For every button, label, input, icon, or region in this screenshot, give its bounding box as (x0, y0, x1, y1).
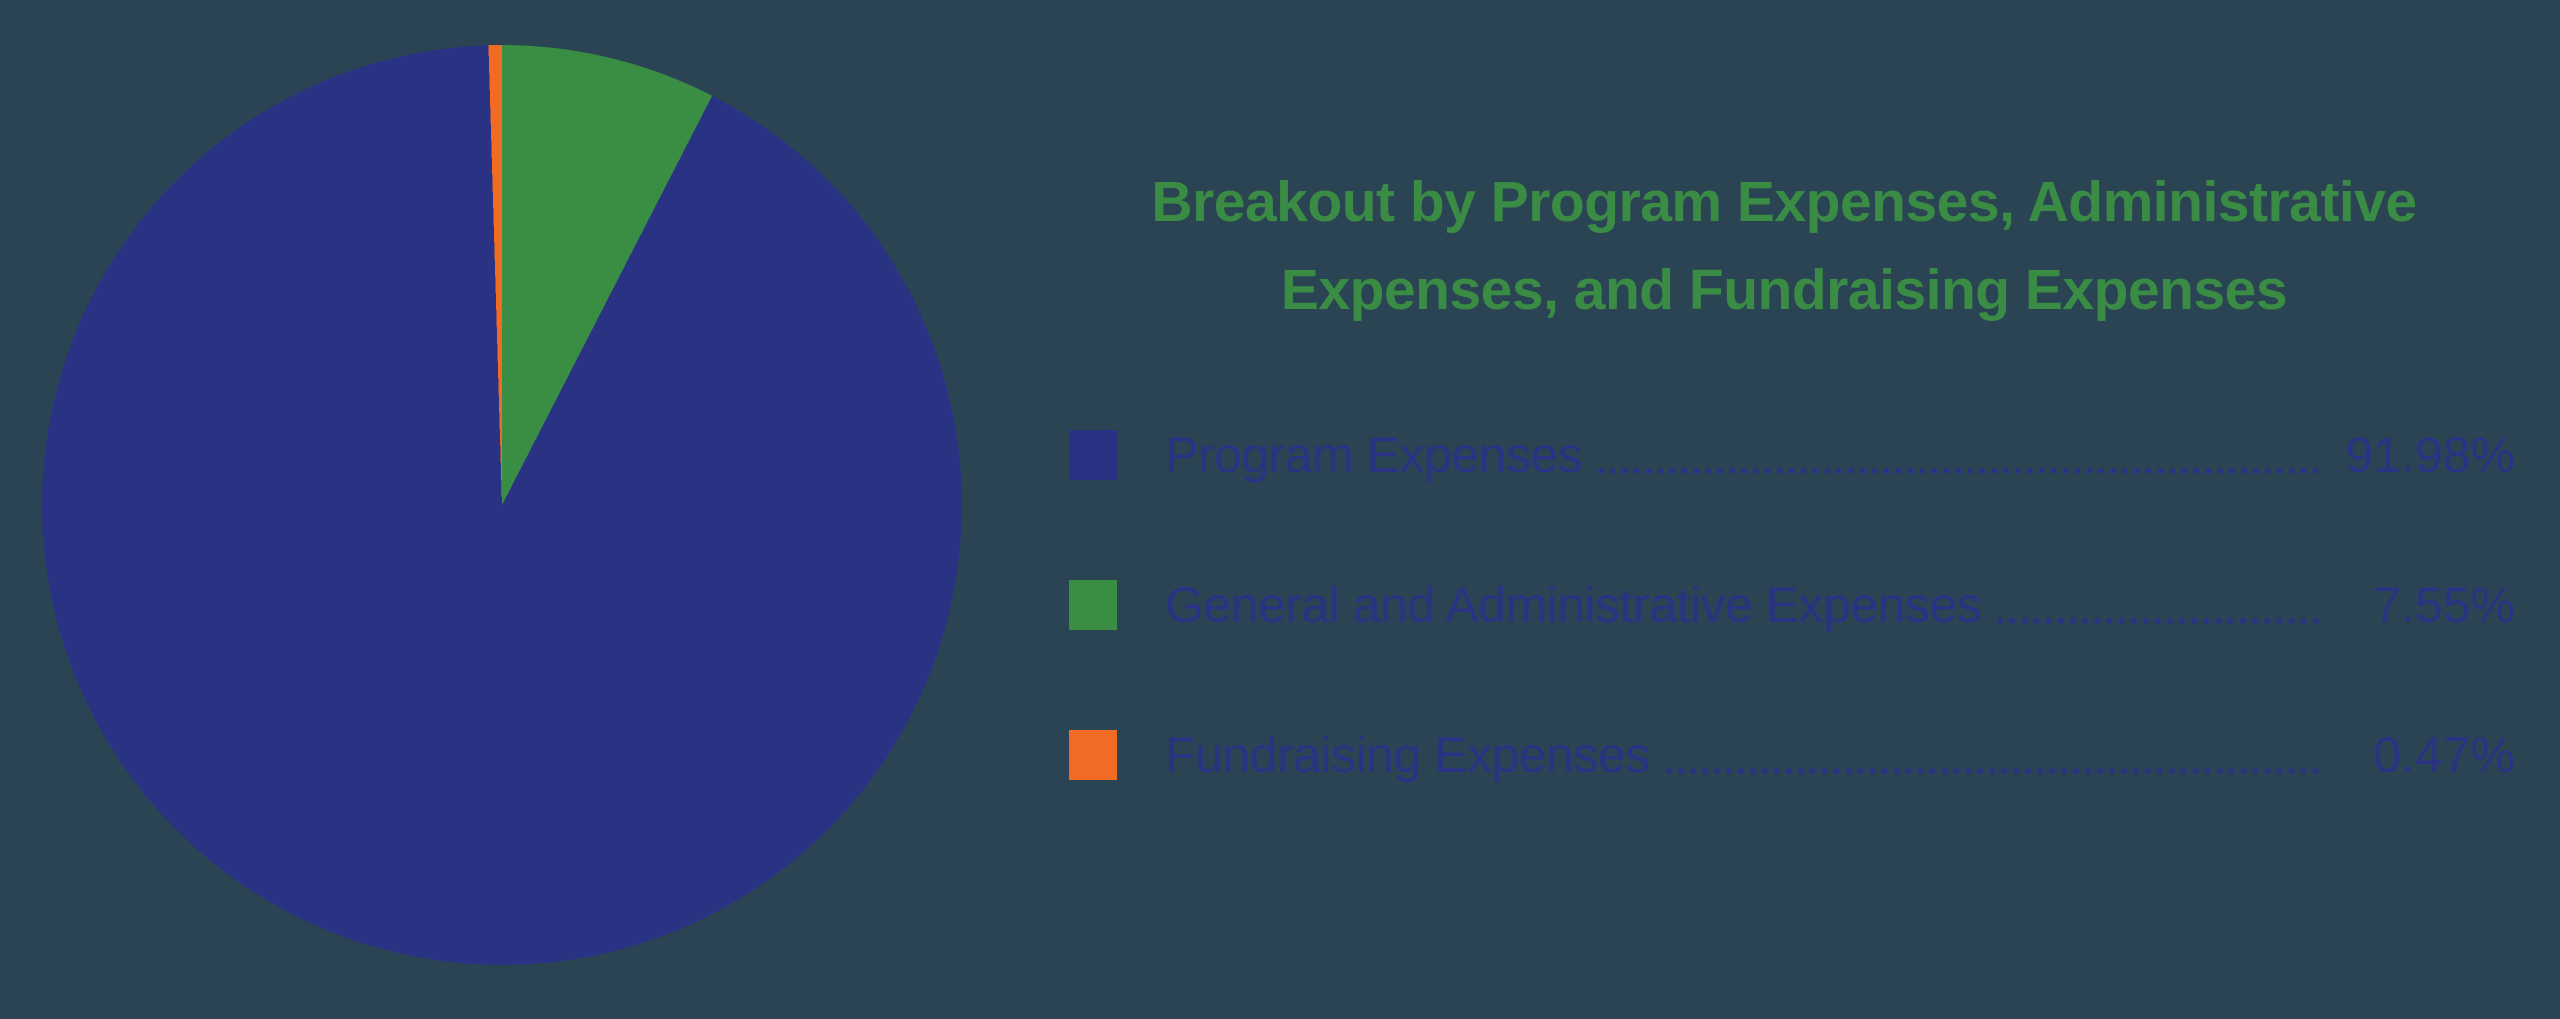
legend-item-label: General and Administrative Expenses (1165, 577, 1982, 633)
legend: Program Expenses 91.98% General and Admi… (1069, 427, 2515, 879)
general-admin-expenses-swatch-icon (1069, 580, 1117, 630)
fundraising-expenses-swatch-icon (1069, 730, 1117, 780)
legend-item-value: 0.47% (2373, 727, 2515, 783)
legend-item-fundraising-expenses: Fundraising Expenses 0.47% (1069, 727, 2515, 783)
chart-header: Breakout by Program Expenses, Administra… (1050, 158, 2518, 334)
dot-leader (1997, 618, 2319, 624)
legend-item-general-admin-expenses: General and Administrative Expenses 7.55… (1069, 577, 2515, 633)
chart-title: Breakout by Program Expenses, Administra… (1050, 158, 2518, 334)
dot-leader (1665, 768, 2319, 774)
program-expenses-swatch-icon (1069, 430, 1117, 480)
chart-title-line-1: Breakout by Program Expenses, Administra… (1151, 170, 2417, 234)
legend-item-value: 7.55% (2373, 577, 2515, 633)
legend-item-value: 91.98% (2345, 427, 2515, 483)
chart-title-line-2: Expenses, and Fundraising Expenses (1280, 258, 2288, 322)
legend-item-program-expenses: Program Expenses 91.98% (1069, 427, 2515, 483)
dot-leader (1598, 468, 2319, 474)
legend-item-label: Program Expenses (1165, 427, 1583, 483)
pie-chart (42, 45, 962, 965)
legend-item-label: Fundraising Expenses (1165, 727, 1650, 783)
